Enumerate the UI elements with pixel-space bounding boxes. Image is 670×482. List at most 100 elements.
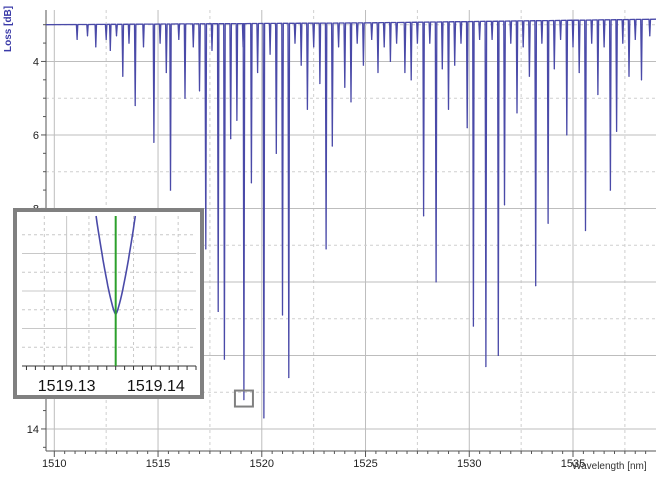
dip-point — [325, 248, 327, 250]
dip-point — [86, 35, 89, 37]
x-tick-label: 1520 — [250, 458, 274, 470]
inset-x-tick-label: 1519.14 — [127, 378, 185, 395]
dip-point — [178, 38, 180, 41]
dip-point — [429, 42, 431, 44]
dip-point — [281, 314, 284, 316]
dip-point — [159, 42, 161, 44]
y-tick-label: 4 — [33, 56, 39, 68]
grid-lines — [46, 10, 656, 451]
dip-point — [288, 376, 290, 379]
dip-point — [572, 46, 574, 48]
x-tick-label: 1530 — [457, 458, 481, 470]
dip-point — [628, 75, 630, 77]
dip-point — [491, 38, 493, 41]
dip-point — [566, 134, 568, 136]
dip-point — [553, 68, 555, 70]
dip-point — [497, 354, 499, 357]
dip-point — [485, 365, 487, 368]
dip-point — [236, 119, 238, 121]
dip-point — [383, 46, 385, 48]
dip-point — [230, 138, 232, 140]
dip-point — [165, 71, 167, 74]
dip-point — [257, 71, 259, 74]
dip-point — [128, 42, 130, 44]
dip-point — [205, 248, 207, 250]
dip-point — [105, 38, 107, 41]
dip-point — [410, 79, 412, 81]
dip-point — [300, 64, 302, 66]
dip-point — [115, 35, 118, 37]
dip-point — [441, 68, 443, 70]
dip-point — [649, 35, 651, 37]
dip-point — [275, 152, 277, 154]
dip-point — [389, 60, 392, 63]
dip-point — [578, 71, 580, 74]
dip-point — [472, 325, 475, 327]
dip-point — [460, 42, 462, 44]
x-tick-label: 1525 — [353, 458, 377, 470]
dip-point — [640, 79, 643, 81]
dip-point — [263, 417, 265, 419]
x-axis-label: Wavelength [nm] — [572, 461, 647, 472]
dip-point — [362, 64, 365, 66]
zoom-region-marker — [233, 389, 254, 408]
dip-point — [510, 42, 512, 44]
dip-point — [622, 42, 624, 44]
dip-point — [522, 46, 524, 48]
dip-point — [547, 222, 549, 224]
dip-point — [423, 215, 425, 217]
dip-point — [243, 398, 245, 401]
dip-point — [198, 90, 201, 92]
dip-point — [503, 204, 506, 206]
inset-x-tick-label: 1519.13 — [38, 378, 96, 395]
dip-point — [313, 46, 315, 48]
inset-frame — [13, 208, 204, 399]
x-tick-label: 1535 — [561, 458, 585, 470]
dip-point — [535, 285, 537, 287]
dip-point — [169, 189, 172, 191]
dip-point — [142, 46, 145, 48]
dip-point — [109, 49, 111, 52]
dip-point — [217, 310, 219, 312]
dip-point — [377, 71, 379, 74]
dip-point — [541, 42, 543, 44]
dip-point — [242, 46, 244, 48]
loss-trace-line — [45, 18, 657, 419]
dip-point — [153, 141, 155, 143]
dip-point — [559, 38, 562, 41]
dip-point — [350, 101, 352, 103]
dip-point — [396, 42, 398, 44]
x-tick-label: 1515 — [146, 458, 170, 470]
tick-labels: 151015151520152515301535468101214 — [27, 56, 585, 470]
dip-point — [269, 53, 271, 55]
dip-point — [615, 130, 618, 132]
dip-point — [528, 75, 531, 77]
dip-point — [603, 46, 605, 48]
dip-point — [192, 46, 194, 48]
dip-point — [435, 281, 437, 283]
dip-point — [466, 127, 468, 129]
dip-point — [331, 145, 333, 147]
dip-point — [416, 42, 418, 44]
dip-point — [356, 42, 358, 44]
dip-point — [591, 42, 593, 44]
dip-point — [294, 42, 296, 44]
y-axis-label: Loss [dB] — [3, 6, 14, 52]
dip-point — [454, 64, 456, 66]
dip-point — [404, 71, 406, 74]
y-tick-label: 14 — [27, 424, 39, 436]
dip-point — [95, 46, 97, 48]
dip-point — [134, 104, 136, 107]
dip-point — [584, 229, 587, 232]
dip-point — [516, 112, 518, 114]
dip-point — [211, 49, 213, 52]
dip-point — [184, 97, 186, 99]
dip-point — [306, 108, 309, 110]
y-tick-label: 6 — [33, 130, 39, 142]
dip-point — [319, 82, 321, 85]
inset-zoom-panel: 1519.13 1519.14 — [13, 208, 204, 399]
dip-point — [76, 38, 78, 41]
dip-point — [479, 38, 481, 41]
